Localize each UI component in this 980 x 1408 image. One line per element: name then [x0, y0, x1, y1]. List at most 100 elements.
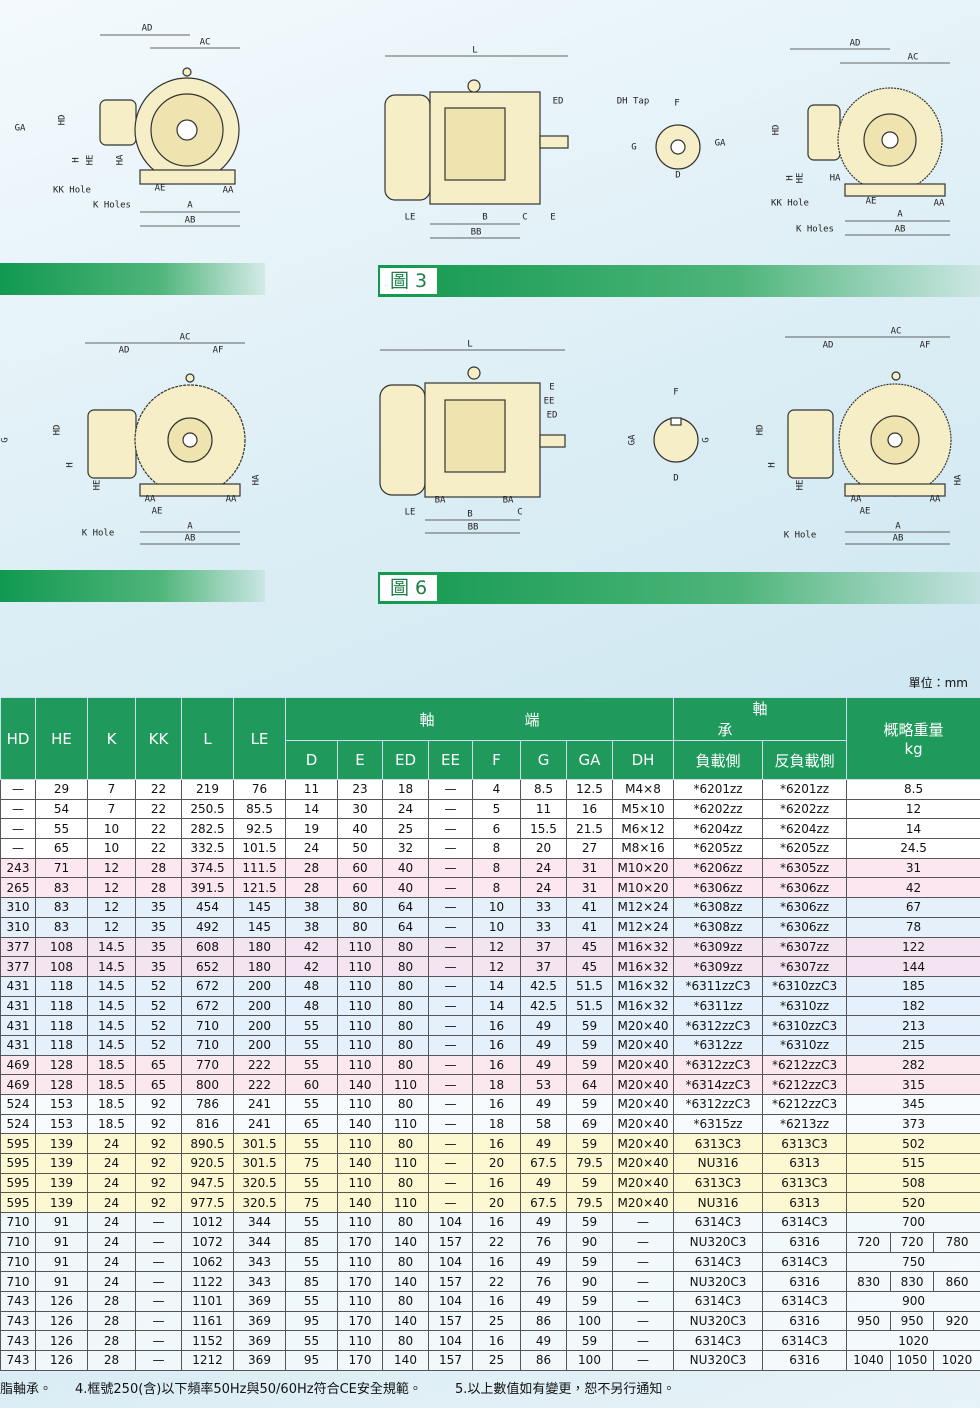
table-cell: 391.5: [181, 877, 234, 899]
table-cell: 1101: [181, 1290, 234, 1312]
table-cell: *6307zz: [762, 956, 848, 977]
table-cell: 80: [382, 936, 429, 958]
table-cell: 55: [285, 1290, 338, 1312]
table-row: 710 91 24—1122 343 85 170 140 157 22 76 90— NU320C3…: [0, 1271, 980, 1292]
table-cell: *6202zz: [673, 798, 764, 820]
table-cell: 42: [285, 936, 338, 958]
table-cell: *6310zz: [762, 995, 848, 1017]
table-cell: 710: [0, 1231, 36, 1253]
table-cell: 743: [0, 1349, 36, 1371]
table-cell: 108: [35, 936, 88, 958]
table-cell: 6316: [762, 1310, 848, 1332]
table-cell: 92: [135, 1192, 182, 1214]
table-cell: 55: [285, 1054, 338, 1076]
table-cell: 52: [135, 995, 182, 1017]
dimension-label: HA: [954, 474, 964, 485]
table-cell: *6308zz: [673, 916, 764, 938]
column-header: L: [181, 697, 234, 780]
table-cell: —: [428, 1133, 473, 1155]
table-cell: 52: [135, 975, 182, 997]
dimension-label: AC: [200, 38, 211, 48]
table-cell: *6306zz: [762, 877, 848, 899]
table-cell: M12×24: [611, 897, 675, 918]
table-cell: *6312zzC3: [673, 1054, 764, 1076]
weight-cell: 508: [846, 1172, 980, 1194]
dimension-label: AC: [180, 333, 191, 343]
table-cell: 25: [382, 818, 429, 840]
table-cell: 59: [566, 1054, 613, 1076]
column-header: KK: [135, 697, 182, 780]
table-cell: 80: [382, 1172, 429, 1194]
dimension-label: E: [549, 383, 554, 393]
dimension-label: ED: [547, 411, 558, 421]
table-cell: 28: [135, 857, 182, 879]
dimension-label: AA: [223, 186, 234, 196]
table-cell: *6212zzC3: [762, 1094, 848, 1115]
table-cell: 6314C3: [673, 1290, 764, 1312]
table-cell: *6310zzC3: [762, 1015, 848, 1036]
dimension-label: HE: [796, 173, 806, 184]
table-cell: 24: [87, 1172, 136, 1194]
group-header: 軸端: [284, 697, 675, 741]
section-bar: [378, 572, 980, 604]
table-cell: 12: [472, 936, 521, 958]
table-cell: 110: [337, 995, 383, 1017]
table-cell: M10×20: [611, 877, 675, 899]
table-cell: *6310zzC3: [762, 975, 848, 997]
dimension-label: HE: [796, 480, 806, 491]
table-cell: 85: [285, 1271, 338, 1292]
dimension-label: AA: [226, 495, 237, 505]
table-cell: 92: [135, 1094, 182, 1115]
section-bar: [0, 263, 265, 295]
table-cell: 14: [472, 995, 521, 1017]
table-cell: 19: [285, 818, 338, 840]
dimension-label: AD: [823, 341, 834, 351]
table-cell: 16: [472, 1172, 521, 1194]
table-cell: 110: [337, 1330, 383, 1351]
table-cell: 310: [0, 897, 36, 918]
table-cell: 24: [87, 1133, 136, 1155]
table-cell: 1152: [181, 1330, 234, 1351]
table-cell: 108: [35, 956, 88, 977]
table-cell: 6314C3: [673, 1330, 764, 1351]
dimension-label: AD: [119, 346, 130, 356]
table-cell: 8: [472, 877, 521, 899]
table-cell: 28: [285, 857, 338, 879]
table-cell: 118: [35, 1034, 88, 1056]
weight-cell: 12: [846, 798, 980, 820]
table-cell: —: [428, 1074, 473, 1095]
table-cell: 35: [135, 956, 182, 977]
section-bar: [0, 570, 265, 602]
weight-cell: 1040: [846, 1349, 892, 1371]
table-cell: 920.5: [181, 1153, 234, 1174]
table-cell: 54: [35, 798, 88, 820]
table-cell: 153: [35, 1094, 88, 1115]
table-cell: 75: [285, 1192, 338, 1214]
dimension-label: HD: [58, 115, 68, 126]
dimension-label: BB: [471, 228, 482, 238]
table-row: 710 91 24—1062 343 55 110 80 104 16 49 59—6314C3 63…: [0, 1251, 980, 1273]
table-cell: *6202zz: [762, 798, 848, 820]
table-cell: 431: [0, 975, 36, 997]
table-cell: 241: [233, 1094, 286, 1115]
table-cell: 18.5: [87, 1113, 136, 1135]
table-cell: 18.5: [87, 1074, 136, 1095]
table-cell: 65: [35, 838, 88, 859]
table-cell: 38: [285, 897, 338, 918]
table-cell: 49: [520, 1015, 567, 1036]
table-cell: 101.5: [233, 838, 286, 859]
table-cell: 157: [428, 1271, 473, 1292]
table-cell: 55: [285, 1212, 338, 1233]
table-cell: 28: [87, 1290, 136, 1312]
table-cell: 16: [566, 798, 613, 820]
table-cell: M20×40: [611, 1113, 675, 1135]
table-cell: 104: [428, 1330, 473, 1351]
table-cell: 51.5: [566, 995, 613, 1017]
table-cell: 83: [35, 877, 88, 899]
table-cell: —: [135, 1349, 182, 1371]
column-header: D: [285, 740, 338, 780]
table-cell: —: [428, 1153, 473, 1174]
table-cell: —: [428, 838, 473, 859]
table-cell: 31: [566, 877, 613, 899]
table-cell: 170: [337, 1349, 383, 1371]
